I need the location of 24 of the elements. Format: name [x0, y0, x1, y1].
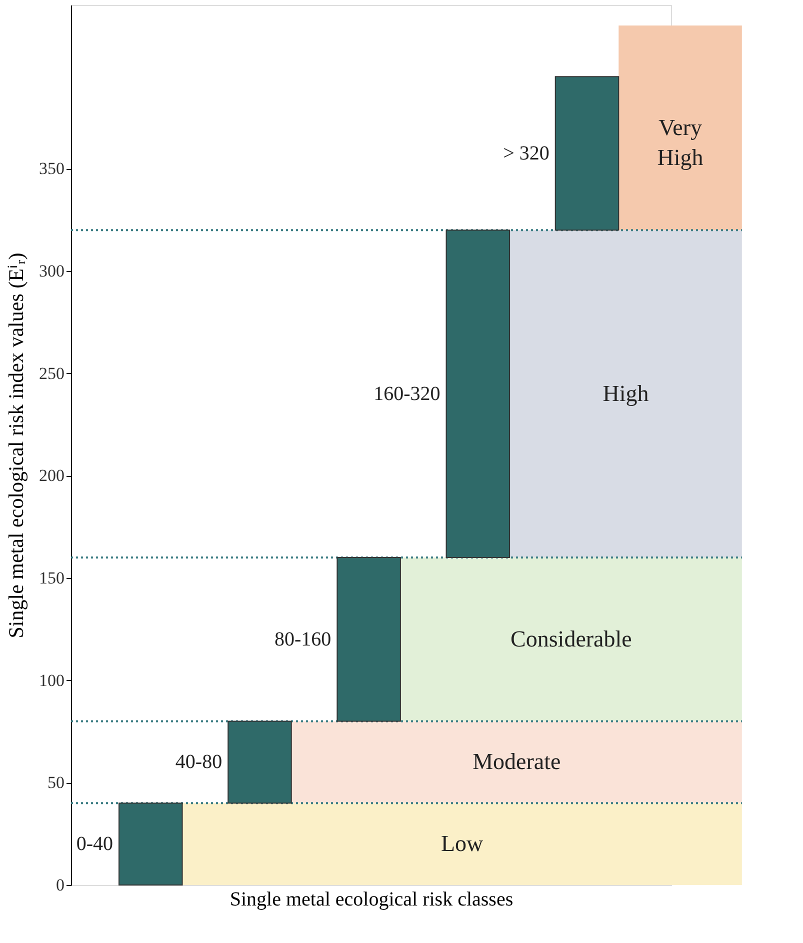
y-tick-label: 150 [39, 568, 64, 588]
bar [446, 230, 510, 558]
band-label: Low [441, 831, 484, 856]
band-label: High [602, 380, 650, 406]
x-axis-title: Single metal ecological risk classes [230, 888, 514, 910]
annotation: 0-40 [76, 833, 113, 856]
annotation: 160-320 [374, 382, 440, 405]
annotation: > 320 [503, 142, 550, 164]
y-tick-label: 350 [39, 159, 64, 178]
y-tick-label: 250 [39, 364, 64, 383]
bar [228, 720, 292, 804]
y-tick-label: 300 [39, 262, 64, 281]
band-label: Considerable [510, 626, 632, 652]
y-axis-title: Single metal ecological risk index values (Eⁱᵣ) [4, 252, 28, 638]
annotation: 80-160 [274, 628, 332, 650]
band-label: Very High [657, 114, 704, 170]
bar [118, 802, 183, 886]
y-tick-label: 0 [56, 876, 64, 894]
annotation: 40-80 [175, 751, 222, 774]
y-tick-label: 200 [39, 466, 64, 486]
y-tick-label: 50 [48, 773, 64, 792]
y-tick-label: 100 [39, 670, 64, 690]
band-label: Moderate [472, 749, 561, 774]
bar [336, 557, 401, 722]
